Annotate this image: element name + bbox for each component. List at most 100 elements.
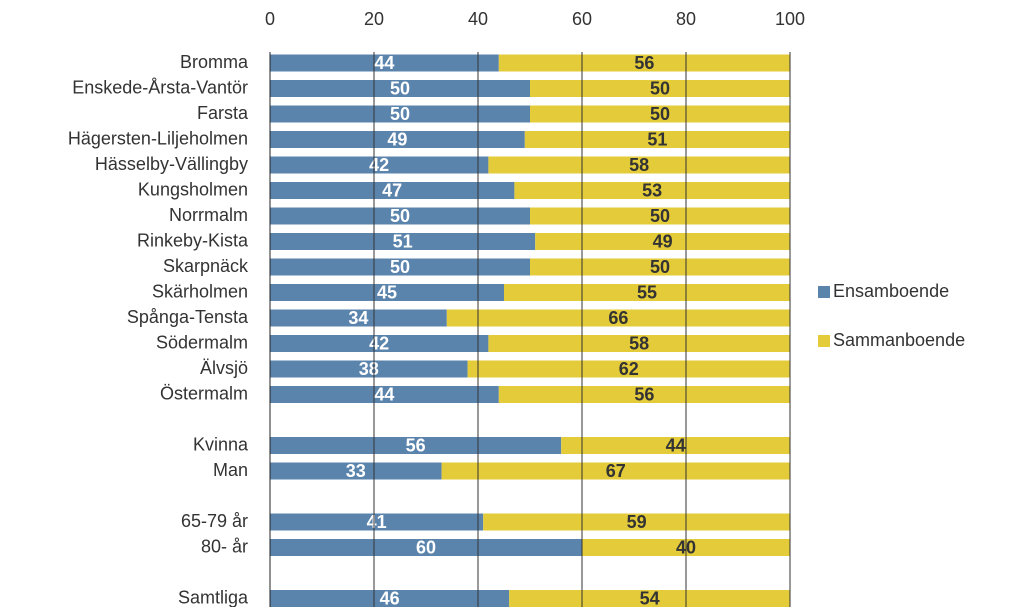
bar-segment xyxy=(270,539,582,556)
bar-segment xyxy=(270,284,504,301)
y-tick-label: 65-79 år xyxy=(181,511,248,531)
data-label: 42 xyxy=(369,333,389,353)
y-tick-label: Skarpnäck xyxy=(163,256,249,276)
x-tick-label: 0 xyxy=(265,9,275,29)
bar-segment xyxy=(270,462,442,480)
bar-segment xyxy=(270,590,510,607)
data-label: 58 xyxy=(629,333,649,353)
bar-segment xyxy=(498,386,790,403)
data-label: 56 xyxy=(634,53,654,73)
bar-segment xyxy=(514,182,790,199)
data-label: 54 xyxy=(640,588,660,607)
bar-segment xyxy=(270,54,499,72)
y-tick-label: Älvsjö xyxy=(200,358,248,378)
data-label: 49 xyxy=(653,231,673,251)
legend-label: Sammanboende xyxy=(833,330,965,350)
data-label: 50 xyxy=(650,104,670,124)
data-label: 33 xyxy=(346,461,366,481)
x-tick-label: 40 xyxy=(468,9,488,29)
data-label: 60 xyxy=(416,537,436,557)
y-tick-label: Rinkeby-Kista xyxy=(137,230,249,250)
bar-segment xyxy=(270,80,530,97)
y-tick-label: 80- år xyxy=(201,536,248,556)
data-label: 50 xyxy=(650,78,670,98)
bar-segment xyxy=(530,258,790,276)
y-tick-label: Enskede-Årsta-Vantör xyxy=(72,77,248,97)
data-label: 50 xyxy=(390,257,410,277)
bar-segment xyxy=(530,105,790,123)
data-label: 62 xyxy=(619,359,639,379)
data-label: 42 xyxy=(369,155,389,175)
bar-segment xyxy=(530,207,790,225)
data-label: 51 xyxy=(393,231,413,251)
bar-segment xyxy=(270,360,468,378)
bar-segment xyxy=(270,156,489,174)
bar-segment xyxy=(270,258,530,276)
data-label: 56 xyxy=(634,384,654,404)
data-label: 50 xyxy=(390,206,410,226)
data-label: 53 xyxy=(642,180,662,200)
legend-swatch xyxy=(818,286,830,298)
x-tick-label: 80 xyxy=(676,9,696,29)
bar-segment xyxy=(270,386,499,403)
bar-segment xyxy=(524,131,790,148)
x-tick-label: 20 xyxy=(364,9,384,29)
data-label: 41 xyxy=(367,512,387,532)
bar-segment xyxy=(530,80,790,97)
data-label: 51 xyxy=(647,129,667,149)
data-label: 56 xyxy=(406,435,426,455)
x-tick-label: 60 xyxy=(572,9,592,29)
data-label: 50 xyxy=(650,257,670,277)
y-tick-label: Kungsholmen xyxy=(138,179,248,199)
legend-label: Ensamboende xyxy=(833,281,949,301)
data-label: 46 xyxy=(380,588,400,607)
bar-segment xyxy=(467,360,790,378)
bar-segment xyxy=(270,335,489,352)
data-label: 67 xyxy=(606,461,626,481)
data-label: 44 xyxy=(374,53,394,73)
y-tick-label: Södermalm xyxy=(156,332,248,352)
y-tick-label: Östermalm xyxy=(160,383,248,403)
legend-swatch xyxy=(818,335,830,347)
data-label: 66 xyxy=(608,308,628,328)
bar-segment xyxy=(270,131,525,148)
data-label: 49 xyxy=(387,129,407,149)
y-tick-label: Spånga-Tensta xyxy=(127,307,249,327)
bar-segment xyxy=(270,233,536,250)
bar-segment xyxy=(446,309,790,327)
data-label: 47 xyxy=(382,180,402,200)
bar-segment xyxy=(561,437,790,454)
data-label: 45 xyxy=(377,282,397,302)
bar-segment xyxy=(488,335,790,352)
data-label: 50 xyxy=(650,206,670,226)
bar-segment xyxy=(270,513,484,531)
y-tick-label: Man xyxy=(213,460,248,480)
x-tick-label: 100 xyxy=(775,9,805,29)
data-label: 44 xyxy=(666,435,686,455)
bar-segment xyxy=(535,233,790,250)
y-tick-label: Hässelby-Vällingby xyxy=(95,154,248,174)
bar-segment xyxy=(504,284,790,301)
y-tick-label: Norrmalm xyxy=(169,205,248,225)
data-label: 34 xyxy=(348,308,368,328)
bar-segment xyxy=(488,156,790,174)
bar-segment xyxy=(441,462,790,480)
bar-segment xyxy=(270,437,562,454)
bar-segment xyxy=(270,207,530,225)
y-tick-label: Hägersten-Liljeholmen xyxy=(68,128,248,148)
data-label: 58 xyxy=(629,155,649,175)
data-label: 44 xyxy=(374,384,394,404)
data-label: 55 xyxy=(637,282,657,302)
y-tick-label: Farsta xyxy=(197,103,249,123)
y-tick-label: Kvinna xyxy=(193,434,249,454)
y-tick-label: Skärholmen xyxy=(152,281,248,301)
bar-segment xyxy=(509,590,790,607)
data-label: 59 xyxy=(627,512,647,532)
bar-segment xyxy=(270,182,515,199)
bar-segment xyxy=(498,54,790,72)
bar-segment xyxy=(483,513,790,531)
y-tick-label: Bromma xyxy=(180,52,249,72)
y-tick-label: Samtliga xyxy=(178,587,249,607)
bar-segment xyxy=(270,105,530,123)
data-label: 50 xyxy=(390,78,410,98)
